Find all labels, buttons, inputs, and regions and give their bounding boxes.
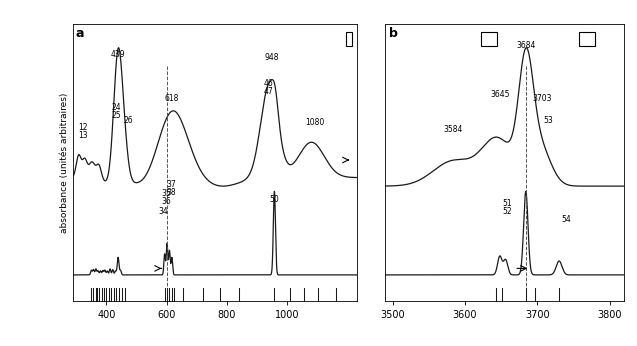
Text: 3684: 3684 [516, 41, 536, 50]
Text: 50: 50 [269, 195, 279, 204]
Text: 3645: 3645 [490, 90, 510, 99]
Bar [345, 32, 352, 46]
Text: 618: 618 [165, 93, 180, 102]
Text: a: a [76, 27, 84, 40]
Text: 54: 54 [561, 215, 571, 224]
Text: 46
47: 46 47 [264, 79, 273, 96]
Y-axis label: absorbance (unités arbitraires): absorbance (unités arbitraires) [60, 92, 69, 233]
Text: 12
13: 12 13 [78, 124, 87, 140]
Text: 3703: 3703 [532, 93, 552, 102]
Text: 35
36: 35 36 [162, 189, 171, 206]
Text: 34: 34 [158, 207, 168, 216]
Text: 24
25: 24 25 [111, 102, 121, 119]
Text: 948: 948 [264, 53, 279, 62]
Text: b: b [389, 27, 398, 40]
Text: 1080: 1080 [305, 118, 324, 127]
Bar [481, 32, 497, 46]
Text: 37
38: 37 38 [166, 180, 176, 197]
Text: 26: 26 [124, 116, 133, 125]
Bar [578, 32, 594, 46]
Text: 53: 53 [543, 116, 553, 125]
Text: 439: 439 [111, 51, 125, 60]
Text: 51
52: 51 52 [502, 199, 512, 216]
Text: 3584: 3584 [444, 125, 463, 134]
